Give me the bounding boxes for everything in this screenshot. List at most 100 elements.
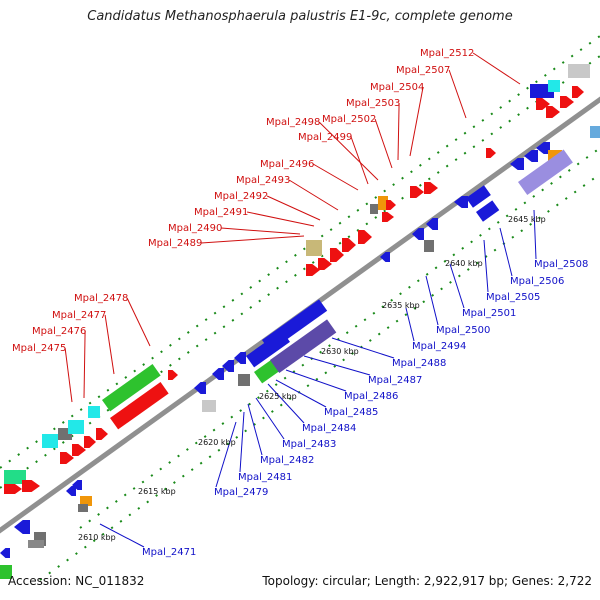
reverse-gene-label: Mpal_2494 (412, 341, 466, 352)
forward-gene-label: Mpal_2477 (52, 310, 106, 321)
forward-gene-label: Mpal_2493 (236, 175, 290, 186)
feature-cyan (548, 80, 560, 92)
reverse-gene-label: Mpal_2501 (462, 308, 516, 319)
kbp-tick-label: 2640 kbp (445, 259, 483, 268)
forward-gene-label: Mpal_2489 (148, 238, 202, 249)
feature-arrow-blue (14, 520, 30, 534)
forward-leader-line (288, 179, 339, 211)
dotted-guides (0, 35, 600, 581)
kbp-ticks: 2610 kbp 2615 kbp 2620 kbp 2625 kbp 2630 kbp… (78, 215, 546, 542)
reverse-leader-line (499, 227, 513, 277)
feature-orange (80, 496, 92, 506)
feature-arrow-red (424, 182, 438, 194)
reverse-leader-line (405, 307, 415, 342)
reverse-leader-line (255, 397, 285, 440)
feature-arrow-red (572, 86, 584, 98)
feature-purple-long (518, 149, 573, 196)
reverse-leader-line (267, 383, 305, 424)
reverse-gene-label: Mpal_2508 (534, 259, 588, 270)
reverse-gene-label: Mpal_2486 (344, 391, 398, 402)
feature-arrow-red (84, 436, 96, 448)
kbp-tick-label: 2610 kbp (78, 533, 116, 542)
feature-arrow-red (60, 452, 74, 464)
feature-arrow-blue (426, 218, 438, 230)
feature-arrow-red (4, 484, 22, 494)
feature-arrow-red (486, 148, 496, 158)
reverse-leader-line (425, 275, 439, 326)
feature-arrow-red (96, 428, 108, 440)
forward-gene-label: Mpal_2503 (346, 98, 400, 109)
reverse-gene-label: Mpal_2487 (368, 375, 422, 386)
reverse-gene-label: Mpal_2481 (238, 472, 292, 483)
guide-lower-outer (39, 173, 600, 581)
guide-upper-inner (0, 55, 600, 489)
forward-leader-line (126, 297, 151, 347)
feature-gray (78, 504, 88, 512)
feature-arrow-blue (454, 196, 468, 208)
feature-arrow-red (342, 238, 356, 252)
reverse-leader-line (285, 369, 347, 392)
reverse-leader-line (449, 263, 465, 309)
forward-gene-label: Mpal_2499 (298, 132, 352, 143)
guide-upper-outer (0, 35, 600, 469)
forward-leader-line (448, 69, 467, 119)
feature-blue-long (262, 299, 328, 352)
reverse-leader-line (247, 403, 263, 456)
feature-olive (306, 240, 322, 256)
feature-gray (424, 240, 434, 252)
reverse-leader-line (533, 209, 537, 260)
accession-text: Accession: NC_011832 (8, 574, 145, 588)
reverse-gene-label: Mpal_2471 (142, 547, 196, 558)
reverse-leader-line (275, 379, 327, 408)
forward-leader-line (104, 314, 115, 375)
reverse-leader-line (99, 523, 145, 548)
feature-arrow-blue (510, 158, 524, 170)
forward-leader-line (312, 163, 359, 191)
kbp-tick-label: 2645 kbp (508, 215, 546, 224)
forward-gene-label: Mpal_2491 (194, 207, 248, 218)
feature-gray (28, 540, 44, 548)
feature-green-long (102, 364, 161, 412)
reverse-leader-line (303, 355, 371, 376)
feature-purple-long (270, 319, 337, 374)
feature-arrow-blue (0, 548, 10, 558)
feature-green-small (0, 565, 12, 579)
feature-arrow-blue (72, 480, 82, 490)
reverse-gene-label: Mpal_2500 (436, 325, 490, 336)
map-title: Candidatus Methanosphaerula palustris E1… (87, 9, 513, 24)
feature-blue-long (466, 185, 491, 208)
forward-leader-line (350, 136, 369, 185)
feature-arrow-red (410, 186, 424, 198)
reverse-gene-label: Mpal_2505 (486, 292, 540, 303)
feature-arrow-blue (234, 352, 246, 364)
feature-arrow-red (72, 444, 86, 456)
feature-lightgray (568, 64, 590, 78)
forward-leader-line (472, 52, 521, 85)
kbp-tick-label: 2625 kbp (259, 392, 297, 401)
feature-arrow-red (168, 370, 178, 380)
feature-lightgray (202, 400, 216, 412)
reverse-gene-label: Mpal_2484 (302, 423, 356, 434)
feature-arrow-red (546, 106, 560, 118)
reverse-leader-line (331, 337, 395, 359)
feature-arrow-blue (524, 150, 538, 162)
feature-arrow-red (358, 230, 372, 244)
forward-leader-line (318, 121, 379, 181)
topology-summary: Topology: circular; Length: 2,922,917 bp… (262, 574, 592, 588)
guide-lower-inner (79, 147, 600, 529)
kbp-tick-label: 2620 kbp (198, 438, 236, 447)
feature-arrow-blue (212, 368, 224, 380)
forward-leader-line (201, 235, 305, 244)
feature-arrow-blue (194, 382, 206, 394)
forward-gene-label: Mpal_2490 (168, 223, 222, 234)
feature-arrow-red (330, 248, 344, 262)
forward-gene-label: Mpal_2492 (214, 191, 268, 202)
feature-arrow-blue (380, 252, 390, 262)
feature-arrow-blue (222, 360, 234, 372)
forward-gene-label: Mpal_2496 (260, 159, 314, 170)
forward-leader-line (83, 330, 86, 399)
forward-gene-label: Mpal_2507 (396, 65, 450, 76)
feature-arrow-red (306, 264, 320, 276)
forward-gene-label: Mpal_2478 (74, 293, 128, 304)
